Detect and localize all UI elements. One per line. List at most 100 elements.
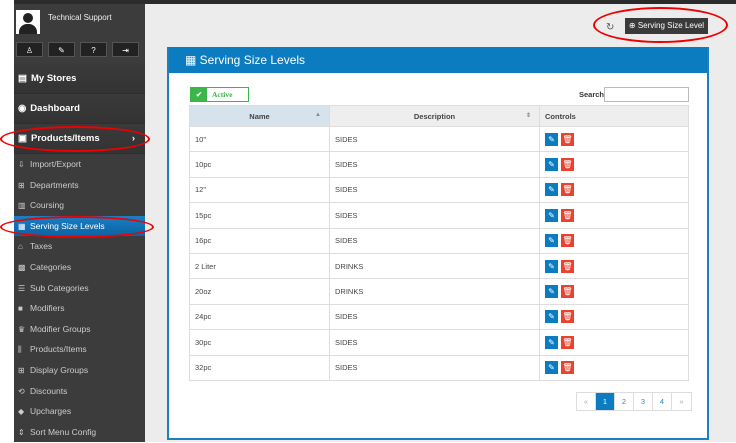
sidebar-item-modifier-groups[interactable]: ♛ Modifier Groups xyxy=(14,319,145,340)
modifier-group-icon: ♛ xyxy=(18,324,26,334)
trash-icon: 🗑 xyxy=(562,287,573,297)
sidebar-item-coursing[interactable]: ▥ Coursing xyxy=(14,195,145,216)
label: Controls xyxy=(545,111,576,121)
edit-button[interactable]: ✎ xyxy=(545,132,558,146)
cell-description: SIDES xyxy=(329,329,540,356)
edit-button[interactable]: ✎ xyxy=(545,183,558,197)
cell-controls: ✎ 🗑 xyxy=(539,202,689,229)
cell-name: 30pc xyxy=(189,329,330,356)
delete-button[interactable]: 🗑 xyxy=(561,285,574,299)
column-header-controls: Controls xyxy=(539,105,689,127)
sort-icon: ⇕ xyxy=(18,427,25,437)
label: Serving Size Levels xyxy=(30,220,105,231)
delete-button[interactable]: 🗑 xyxy=(561,310,574,324)
refresh-icon[interactable]: ↻ xyxy=(606,22,615,33)
pencil-icon: ✎ xyxy=(548,261,555,271)
label: Taxes xyxy=(30,241,53,252)
label: Products/Items xyxy=(30,344,87,355)
search-input[interactable] xyxy=(604,87,689,102)
prev-page-button[interactable]: « xyxy=(577,393,596,410)
sidebar-item-discounts[interactable]: ⟲ Discounts xyxy=(14,381,145,402)
delete-button[interactable]: 🗑 xyxy=(561,158,574,172)
edit-button[interactable]: ✎ xyxy=(545,158,558,172)
page-button[interactable]: 2 xyxy=(615,393,634,410)
table-row: 15pc SIDES ✎ 🗑 xyxy=(189,202,689,229)
pencil-icon: ✎ xyxy=(548,134,555,144)
sidebar-item-upcharges[interactable]: ◆ Upcharges xyxy=(14,401,145,422)
help-button[interactable]: ? xyxy=(80,42,107,57)
logout-button[interactable]: ⇥ xyxy=(112,42,139,57)
label: Import/Export xyxy=(30,159,82,169)
sidebar-item-products[interactable]: ▣ Products/Items › xyxy=(14,124,145,154)
trash-icon: 🗑 xyxy=(562,160,573,170)
pagination: «1 2 3 4 » xyxy=(576,392,692,411)
user-icon: ♙ xyxy=(25,46,34,55)
delete-button[interactable]: 🗑 xyxy=(561,234,574,248)
sidebar-item-display-groups[interactable]: ⊞ Display Groups xyxy=(14,360,145,381)
sidebar-item-categories[interactable]: ▩ Categories xyxy=(14,257,145,278)
delete-button[interactable]: 🗑 xyxy=(561,132,574,146)
sidebar-item-sort-menu-config[interactable]: ⇕ Sort Menu Config xyxy=(14,422,145,443)
pencil-icon: ✎ xyxy=(548,287,555,297)
delete-button[interactable]: 🗑 xyxy=(561,208,574,222)
cell-controls: ✎ 🗑 xyxy=(539,303,689,331)
cell-name: 16pc xyxy=(189,227,330,254)
brush-icon: ✎ xyxy=(58,46,65,55)
delete-button[interactable]: 🗑 xyxy=(561,259,574,273)
sidebar-item-dashboard[interactable]: ◉ Dashboard xyxy=(14,94,145,124)
theme-button[interactable]: ✎ xyxy=(48,42,75,57)
help-icon: ? xyxy=(91,46,96,55)
edit-button[interactable]: ✎ xyxy=(545,285,558,299)
label: Description xyxy=(413,111,456,121)
edit-button[interactable]: ✎ xyxy=(545,335,558,349)
sidebar-item-products-items[interactable]: ⫼ Products/Items xyxy=(14,339,145,360)
label: Upcharges xyxy=(30,406,72,417)
cell-description: SIDES xyxy=(329,151,540,178)
label: Display Groups xyxy=(30,364,89,375)
table-row: 24pc SIDES ✎ 🗑 xyxy=(189,303,689,331)
delete-button[interactable]: 🗑 xyxy=(561,361,574,375)
delete-button[interactable]: 🗑 xyxy=(561,183,574,197)
cell-description: DRINKS xyxy=(329,252,540,280)
user-name: Technical Support xyxy=(48,13,112,22)
edit-button[interactable]: ✎ xyxy=(545,361,558,375)
trash-icon: 🗑 xyxy=(562,185,573,195)
cell-name: 2 Liter xyxy=(189,252,330,280)
column-header-name[interactable]: Name ▲ xyxy=(189,105,330,127)
trash-icon: 🗑 xyxy=(562,134,573,144)
sidebar: Technical Support ♙ ✎ ? ⇥ ▤ My Stores ◉ Da… xyxy=(14,4,145,442)
tax-icon: ⌂ xyxy=(18,242,23,252)
sidebar-item-serving-size-levels[interactable]: ▦ Serving Size Levels xyxy=(14,215,145,237)
cell-name: 10pc xyxy=(189,151,330,178)
table-row: 12" SIDES ✎ 🗑 xyxy=(189,176,689,204)
sidebar-item-taxes[interactable]: ⌂ Taxes xyxy=(14,236,145,257)
sort-asc-icon: ▲ xyxy=(315,111,321,118)
next-page-button[interactable]: » xyxy=(679,397,684,406)
label: Departments xyxy=(30,179,79,190)
sidebar-item-sub-categories[interactable]: ☰ Sub Categories xyxy=(14,278,145,299)
label: Discounts xyxy=(30,385,68,396)
edit-button[interactable]: ✎ xyxy=(545,259,558,273)
serving-size-panel: ▦ Serving Size Levels ✔ Active Search Nam… xyxy=(167,47,709,440)
page-button[interactable]: 3 xyxy=(634,393,653,410)
table-row: 16pc SIDES ✎ 🗑 xyxy=(189,227,689,254)
page-button[interactable]: 1 xyxy=(596,393,615,410)
table-row: 10pc SIDES ✎ 🗑 xyxy=(189,151,689,178)
trash-icon: 🗑 xyxy=(562,236,573,246)
sidebar-item-my-stores[interactable]: ▤ My Stores xyxy=(14,64,145,94)
cell-name: 10" xyxy=(189,125,330,153)
cell-name: 32pc xyxy=(189,354,330,381)
sidebar-item-departments[interactable]: ⊞ Departments xyxy=(14,175,145,196)
add-serving-size-level-button[interactable]: ⊕ Serving Size Level xyxy=(625,18,708,34)
column-header-description[interactable]: Description ⇕ xyxy=(329,105,540,127)
edit-button[interactable]: ✎ xyxy=(545,310,558,324)
page-button[interactable]: 4 xyxy=(653,393,672,410)
sidebar-item-import-export[interactable]: ⇩ Import/Export xyxy=(14,154,145,175)
edit-button[interactable]: ✎ xyxy=(545,234,558,248)
delete-button[interactable]: 🗑 xyxy=(561,335,574,349)
active-toggle[interactable]: ✔ Active xyxy=(190,87,249,102)
sidebar-item-modifiers[interactable]: ■ Modifiers xyxy=(14,298,145,319)
profile-button[interactable]: ♙ xyxy=(16,42,43,57)
edit-button[interactable]: ✎ xyxy=(545,208,558,222)
cell-controls: ✎ 🗑 xyxy=(539,125,689,153)
